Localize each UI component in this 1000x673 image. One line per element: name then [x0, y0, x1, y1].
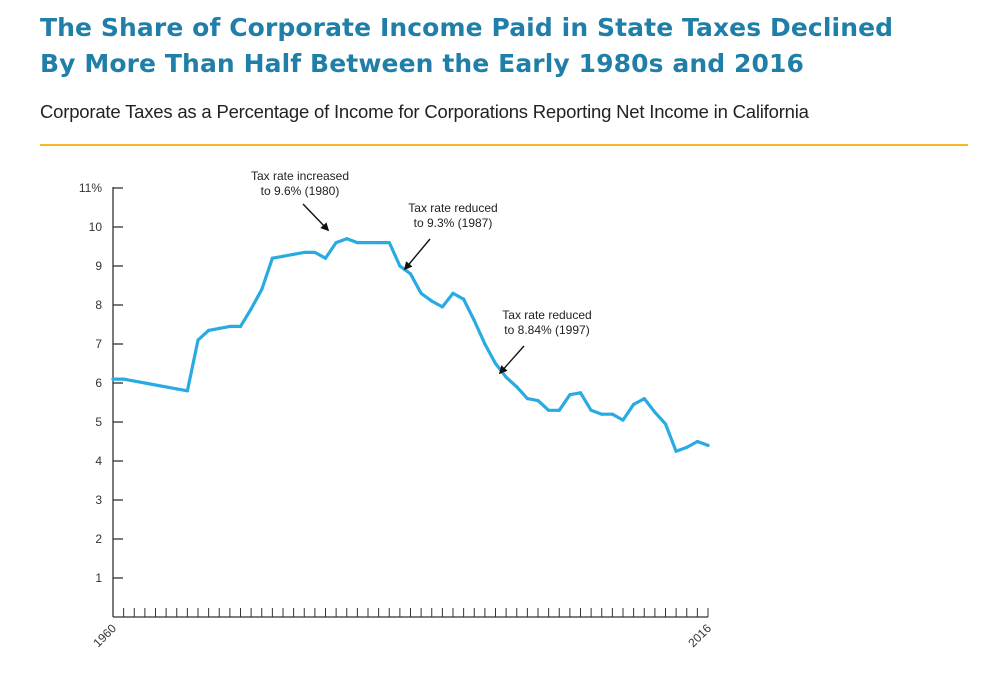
data-point	[504, 375, 508, 379]
annotation-line-1: Tax rate reduced	[408, 201, 497, 215]
y-tick-label: 1	[95, 571, 102, 585]
data-point	[249, 307, 253, 311]
data-point	[685, 445, 689, 449]
annotation-line-1: Tax rate increased	[251, 169, 349, 183]
y-tick-label: 2	[95, 532, 102, 546]
data-point	[408, 272, 413, 276]
data-point	[642, 397, 646, 401]
data-point	[313, 250, 317, 254]
chart-axes: 1 2 3 4 5 6 7 8 9 10 11% 1960 2016	[79, 181, 714, 650]
data-point	[578, 391, 583, 395]
annotation-text: Tax rate increased to 9.6% (1980)	[251, 169, 349, 198]
series-line	[111, 237, 710, 453]
y-tick-label: 3	[95, 493, 102, 507]
data-point	[440, 305, 444, 309]
y-tick-label: 5	[95, 415, 102, 429]
data-point	[366, 241, 370, 245]
chart-annotations: Tax rate increased to 9.6% (1980)Tax rate…	[251, 169, 592, 375]
data-point	[600, 412, 604, 416]
data-point	[462, 297, 466, 301]
data-point	[398, 264, 402, 268]
annotation-arrow	[498, 345, 525, 375]
data-point	[185, 389, 189, 393]
data-point	[653, 410, 657, 414]
annotation-text: Tax rate reduced to 9.3% (1987)	[408, 201, 497, 230]
data-point	[472, 319, 476, 323]
data-point	[525, 397, 529, 401]
data-point	[621, 418, 625, 422]
data-point	[568, 393, 572, 397]
chart-series	[111, 237, 710, 453]
data-point	[132, 379, 136, 383]
annotation-arrow	[302, 203, 330, 232]
y-tick-label: 4	[95, 454, 102, 468]
data-point	[260, 287, 264, 291]
line-chart: 1 2 3 4 5 6 7 8 9 10 11% 1960 2016 Tax rate increase…	[79, 169, 714, 650]
y-tick-label: 8	[95, 298, 102, 312]
data-point	[217, 326, 221, 330]
data-point	[547, 408, 551, 412]
data-point	[483, 342, 487, 346]
data-point	[292, 252, 296, 256]
data-point	[153, 383, 158, 387]
data-point	[164, 385, 168, 389]
y-tick-label: 6	[95, 376, 102, 390]
data-point	[281, 254, 285, 258]
data-point	[238, 324, 243, 329]
chart-title-line-2: By More Than Half Between the Early 1980…	[40, 49, 804, 78]
annotation-arrow	[403, 238, 431, 271]
data-point	[207, 328, 211, 332]
data-point	[122, 377, 126, 381]
data-point	[695, 439, 699, 444]
data-point	[632, 402, 636, 407]
y-tick-label: 11%	[79, 181, 102, 195]
y-tick-label: 7	[95, 337, 102, 351]
data-point	[196, 338, 200, 342]
data-point	[228, 324, 232, 329]
annotation-line-2: to 9.6% (1980)	[261, 184, 340, 198]
data-point	[270, 256, 274, 260]
data-point	[430, 299, 434, 303]
annotation-line-2: to 8.84% (1997)	[504, 323, 589, 337]
chart-title: The Share of Corporate Income Paid in St…	[40, 10, 980, 82]
data-point	[302, 250, 306, 254]
data-point	[536, 398, 540, 403]
x-tick-label-start: 1960	[90, 621, 119, 650]
data-point	[111, 377, 115, 381]
x-tick-label-end: 2016	[685, 621, 714, 650]
data-point	[377, 241, 381, 245]
y-tick-label: 9	[95, 259, 102, 273]
data-point	[387, 241, 391, 245]
annotation-line-2: to 9.3% (1987)	[414, 216, 493, 230]
data-point	[419, 291, 423, 295]
data-point	[589, 408, 593, 412]
chart-title-line-1: The Share of Corporate Income Paid in St…	[40, 13, 894, 42]
annotation-text: Tax rate reduced to 8.84% (1997)	[502, 308, 591, 337]
data-point	[674, 449, 678, 453]
data-point	[515, 385, 519, 389]
data-point	[355, 241, 359, 245]
chart-subtitle: Corporate Taxes as a Percentage of Incom…	[40, 101, 809, 122]
data-point	[493, 361, 498, 366]
data-point	[143, 381, 147, 385]
y-tick-label: 10	[89, 220, 103, 234]
data-point	[345, 237, 349, 241]
data-point	[557, 408, 561, 412]
data-point	[663, 422, 668, 426]
data-point	[175, 387, 179, 391]
data-point	[706, 443, 710, 447]
annotation-line-1: Tax rate reduced	[502, 308, 591, 322]
data-point	[334, 241, 338, 245]
data-point	[451, 291, 455, 295]
data-point	[610, 412, 614, 416]
title-divider	[40, 144, 968, 146]
data-point	[323, 256, 328, 260]
